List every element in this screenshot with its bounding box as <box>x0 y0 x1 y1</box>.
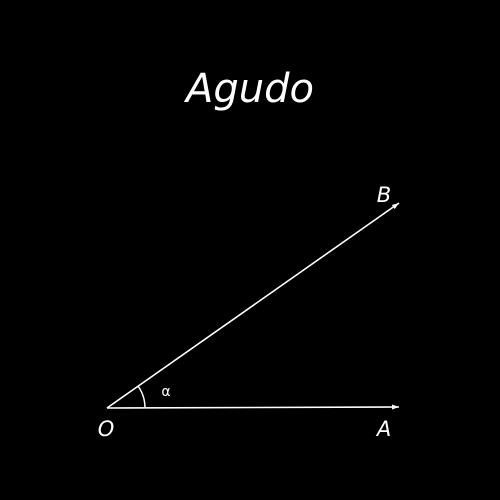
angle-arc <box>137 385 146 409</box>
ray-oa <box>106 404 400 410</box>
point-label-b: B <box>377 183 391 207</box>
ray-ob <box>106 202 400 409</box>
angle-label: α <box>161 384 170 400</box>
point-label-a: A <box>375 417 391 441</box>
vertex-label-o: O <box>98 417 115 441</box>
diagram-title: Agudo <box>186 66 314 112</box>
